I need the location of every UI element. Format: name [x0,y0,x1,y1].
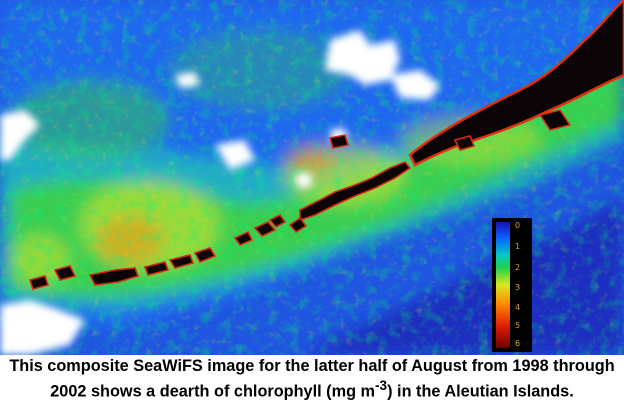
caption-text-part2: ) in the Aleutian Islands. [387,382,574,401]
colorbar-tick-labels: 0 1 2 3 4 5 6 [515,221,520,348]
colorbar-legend: 0 1 2 3 4 5 6 [492,218,532,352]
colorbar-label-5: 5 [515,321,520,330]
colorbar-label-6: 6 [515,339,520,348]
colorbar-label-1: 1 [515,242,520,251]
seawifs-chlorophyll-map: 0 1 2 3 4 5 6 [0,0,624,355]
figure-caption: This composite SeaWiFS image for the lat… [0,357,624,405]
colorbar-label-4: 4 [515,303,520,312]
colorbar-gradient [496,222,510,348]
colorbar-label-2: 2 [515,263,520,272]
caption-superscript: -3 [375,378,388,393]
colorbar-label-3: 3 [515,283,520,292]
aleutian-islands [28,134,476,290]
colorbar-label-0: 0 [515,221,520,230]
caption-text-part1: This composite SeaWiFS image for the lat… [9,357,615,401]
